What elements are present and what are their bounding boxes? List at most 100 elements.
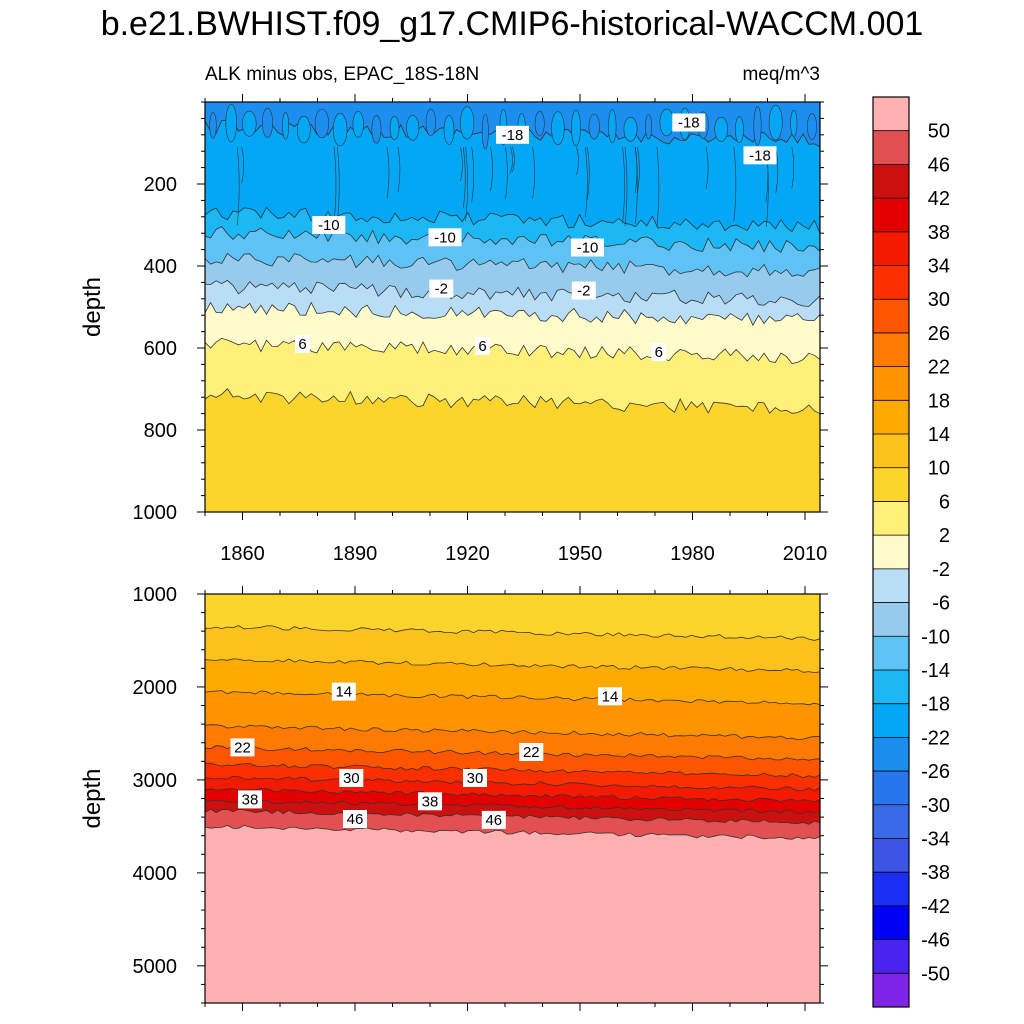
contour-label-bg <box>463 769 487 787</box>
colorbar-swatch <box>873 366 909 401</box>
contour-line <box>465 146 468 222</box>
y-tick-label: 600 <box>144 338 177 360</box>
colorbar-label: 22 <box>928 357 950 379</box>
x-tick-label: 1860 <box>220 543 265 565</box>
contour-label-bg <box>496 125 529 144</box>
surface-eddy <box>371 115 382 144</box>
contour-line <box>241 146 244 184</box>
panel-subtitle-left: ALK minus obs, EPAC_18S-18N <box>205 64 479 85</box>
colorbar-swatch <box>873 501 909 536</box>
y-tick-label: 200 <box>144 174 177 196</box>
contour-label: -10 <box>434 229 456 246</box>
contour-label: 6 <box>655 344 663 361</box>
colorbar-swatch <box>873 872 909 907</box>
colorbar-swatch <box>873 939 909 974</box>
contour-label-bg <box>429 279 454 298</box>
surface-eddy <box>242 110 257 137</box>
y-tick-label: 800 <box>144 420 177 442</box>
contour-label-bg <box>428 228 462 247</box>
colorbar-swatch <box>873 299 909 334</box>
contour-label-bg <box>571 281 596 300</box>
contour-band <box>205 824 820 1003</box>
colorbar-label: -6 <box>932 593 950 615</box>
contour-line <box>490 146 493 191</box>
contour-label: 14 <box>335 684 352 701</box>
contour-line <box>512 146 515 173</box>
surface-eddy <box>608 109 617 144</box>
colorbar-label: -2 <box>932 559 950 581</box>
contour-label: -18 <box>502 127 524 144</box>
colorbar: 50 46 42 38 34 30 26 22 18 14 10 6 2 -2 -6 -10 -14 -18 -22… <box>872 96 950 1008</box>
y-tick-label: 4000 <box>133 863 178 885</box>
surface-eddy <box>645 114 652 140</box>
contour-line <box>505 146 508 200</box>
colorbar-label: -46 <box>921 930 950 952</box>
contour-label-bg <box>295 334 310 353</box>
colorbar-swatch <box>873 905 909 940</box>
colorbar-swatch <box>873 771 909 806</box>
contour-line <box>397 146 401 193</box>
contour-label-bg <box>331 682 356 701</box>
surface-eddy <box>406 115 420 141</box>
contour-label-bg <box>519 743 544 761</box>
colorbar-swatch <box>873 973 909 1008</box>
figure-title: b.e21.BWHIST.f09_g17.CMIP6-historical-WA… <box>100 5 924 43</box>
y-axis-label: depth <box>79 768 106 828</box>
y-tick-label: 400 <box>144 256 177 278</box>
colorbar-label: 50 <box>928 121 950 143</box>
surface-eddy <box>534 110 545 137</box>
surface-eddy <box>623 116 638 142</box>
colorbar-label: 18 <box>928 390 950 412</box>
contour-label: -18 <box>678 115 700 132</box>
colorbar-label: 10 <box>928 458 950 480</box>
surface-eddy <box>296 115 311 144</box>
y-tick-label: 1000 <box>133 502 178 524</box>
contour-label: 38 <box>422 793 439 810</box>
surface-eddy <box>209 112 217 139</box>
surface-eddy <box>571 109 581 147</box>
contour-label: -10 <box>318 217 340 234</box>
surface-eddy <box>282 112 289 140</box>
y-tick-label: 2000 <box>133 677 178 699</box>
surface-eddy <box>768 104 783 141</box>
colorbar-label: -34 <box>921 828 950 850</box>
panel-subtitle-right: meq/m^3 <box>742 64 820 85</box>
colorbar-swatch <box>873 467 909 502</box>
contour-label: -10 <box>577 240 599 257</box>
colorbar-swatch <box>873 703 909 738</box>
surface-eddy <box>261 107 273 138</box>
contour-label: 46 <box>485 812 502 829</box>
colorbar-label: 34 <box>928 256 950 278</box>
contour-line <box>622 146 625 224</box>
colorbar-label: 14 <box>928 424 950 446</box>
colorbar-label: -14 <box>921 660 950 682</box>
colorbar-swatch <box>873 568 909 603</box>
colorbar-swatch <box>873 231 909 266</box>
contour-label: 14 <box>602 688 619 705</box>
surface-eddy <box>481 113 489 150</box>
contour-label: -2 <box>435 281 448 298</box>
contour-line <box>705 146 709 189</box>
contour-line <box>791 146 795 189</box>
surface-eddy <box>735 116 744 144</box>
colorbar-swatch <box>873 97 909 132</box>
contour-label-bg <box>230 738 255 757</box>
surface-eddy <box>807 113 817 140</box>
surface-eddy <box>332 112 348 147</box>
colorbar-label: -50 <box>921 963 950 985</box>
contour-label-bg <box>418 792 442 811</box>
contour-label: 6 <box>478 338 486 355</box>
colorbar-label: -38 <box>921 862 950 884</box>
lower-panel: 14 14 22 22 30 30 38 38 46 46 1000 2000 3000 4000 5000… <box>79 584 828 1011</box>
contour-label-bg <box>238 790 262 809</box>
colorbar-swatch <box>873 838 909 873</box>
colorbar-label: 6 <box>939 491 950 513</box>
y-axis-label: depth <box>79 277 106 337</box>
colorbar-label: -30 <box>921 795 950 817</box>
colorbar-label: 38 <box>928 222 950 244</box>
surface-eddy <box>314 108 330 139</box>
colorbar-label: -22 <box>921 727 950 749</box>
contour-line <box>532 146 535 200</box>
y-tick-label: 3000 <box>133 770 178 792</box>
